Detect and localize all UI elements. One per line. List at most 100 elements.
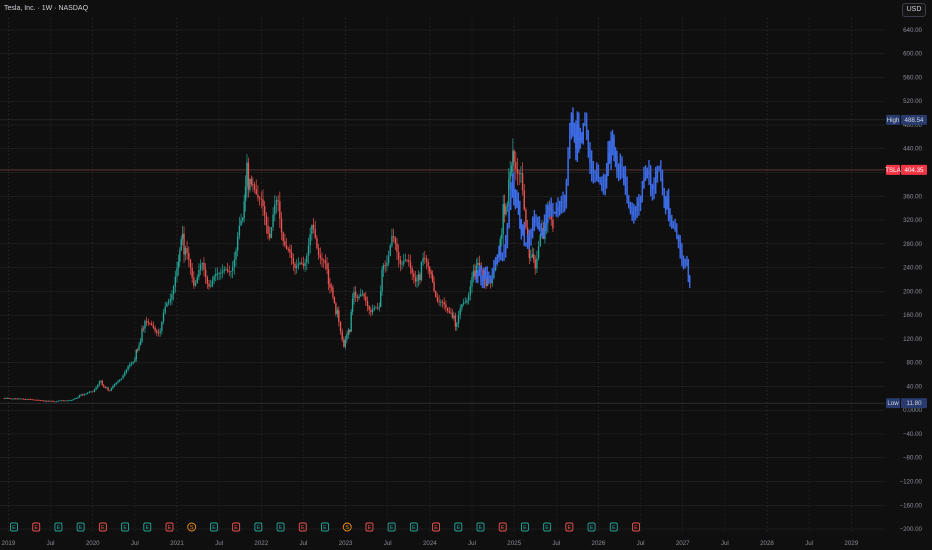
badge-frame xyxy=(121,522,130,532)
earnings-badge[interactable]: E xyxy=(232,522,241,532)
split-badge[interactable]: S xyxy=(342,522,352,532)
candle-body xyxy=(255,189,257,195)
x-tick-label: Jul xyxy=(552,540,560,547)
projection-candle xyxy=(560,202,563,204)
projection-candle xyxy=(516,199,518,201)
earnings-badge[interactable]: E xyxy=(32,522,41,532)
candle-body xyxy=(440,301,442,303)
projection-candle xyxy=(651,184,654,189)
y-tick-label: 80.00 xyxy=(907,360,923,367)
candle-body xyxy=(43,400,45,402)
candle-body xyxy=(471,277,473,287)
projection-candle xyxy=(624,174,627,187)
candle-body xyxy=(534,259,536,269)
candle-body xyxy=(344,339,347,347)
earnings-badge[interactable]: E xyxy=(76,522,85,532)
candle-body xyxy=(275,200,278,205)
earnings-badge[interactable]: E xyxy=(543,522,552,532)
projection-candle xyxy=(661,177,664,189)
price-axis[interactable]: 640.00600.00560.00520.00480.00440.00400.… xyxy=(899,27,922,533)
candle-body xyxy=(181,233,184,239)
projection-candle xyxy=(676,229,678,235)
candle-body xyxy=(420,261,423,280)
earnings-badge[interactable]: E xyxy=(476,522,485,532)
candle-body xyxy=(321,258,323,260)
candle-body xyxy=(44,400,47,402)
projection-candle xyxy=(517,199,520,206)
candle-body xyxy=(269,233,271,238)
candle-body xyxy=(373,308,375,310)
projection-candle xyxy=(535,218,537,221)
projection-candle xyxy=(602,184,605,187)
earnings-badge[interactable]: E xyxy=(209,522,218,532)
candle-body xyxy=(354,291,357,297)
candle-body xyxy=(346,334,348,340)
candle-body xyxy=(314,229,316,239)
earnings-badge[interactable]: E xyxy=(565,522,574,532)
candle-body xyxy=(469,286,472,296)
earnings-badge[interactable]: E xyxy=(121,522,130,532)
x-tick-label: Jul xyxy=(215,540,223,547)
earnings-badge[interactable]: E xyxy=(609,522,618,532)
earnings-badge[interactable]: E xyxy=(254,522,263,532)
last-price-tag: TSLA 404.35 xyxy=(885,164,927,175)
badge-letter: E xyxy=(12,525,16,531)
badge-letter: E xyxy=(279,525,283,531)
earnings-badge[interactable]: E xyxy=(454,522,463,532)
candle-body xyxy=(167,301,170,304)
earnings-badge[interactable]: E xyxy=(143,522,152,532)
earnings-badge[interactable]: E xyxy=(520,522,529,532)
earnings-badge[interactable]: E xyxy=(498,522,507,532)
projection-candle xyxy=(575,133,577,149)
earnings-badge[interactable]: E xyxy=(365,522,374,532)
candle-body xyxy=(29,399,32,400)
earnings-badge[interactable]: E xyxy=(165,522,174,532)
candle-body xyxy=(180,238,182,251)
projection-candle xyxy=(480,267,482,280)
candle-body xyxy=(151,323,153,326)
candle-body xyxy=(530,257,532,259)
candle-body xyxy=(36,399,38,401)
candle-body xyxy=(102,385,105,387)
candle-body xyxy=(536,258,538,269)
badge-frame xyxy=(365,522,374,532)
badge-frame xyxy=(409,522,418,532)
earnings-badge[interactable]: E xyxy=(409,522,418,532)
badge-frame xyxy=(609,522,618,532)
candle-body xyxy=(26,399,28,400)
earnings-badge[interactable]: E xyxy=(321,522,329,532)
candle-body xyxy=(21,398,23,400)
projection-candle xyxy=(677,234,680,242)
earnings-badge[interactable]: E xyxy=(54,522,63,532)
earnings-badge[interactable]: E xyxy=(587,522,596,532)
candle-body xyxy=(482,270,484,277)
x-tick-label: 2019 xyxy=(2,540,16,547)
candle-body xyxy=(78,395,81,398)
earnings-badge[interactable]: E xyxy=(276,522,285,532)
projection-candle xyxy=(684,262,686,264)
currency-button[interactable]: USD xyxy=(902,3,926,17)
candle-body xyxy=(485,282,487,287)
earnings-badge[interactable]: E xyxy=(98,522,107,532)
earnings-badge[interactable]: E xyxy=(432,522,441,532)
badge-frame xyxy=(520,522,529,532)
badge-frame xyxy=(254,522,263,532)
candle-body xyxy=(104,386,106,388)
candle-body xyxy=(136,349,139,351)
earnings-badge[interactable]: E xyxy=(298,522,307,532)
earnings-badge[interactable]: E xyxy=(387,522,396,532)
x-tick-label: Jul xyxy=(637,540,645,547)
projection-candle xyxy=(629,207,632,213)
projection-candle xyxy=(638,203,640,207)
earnings-badge[interactable]: E xyxy=(632,522,640,532)
time-axis[interactable]: 2019 Jul 2020 Jul 2021 Jul 2022 Jul 2023 Jul 2024 J… xyxy=(2,540,859,547)
earnings-badge[interactable]: E xyxy=(10,522,18,532)
x-tick-label: 2022 xyxy=(254,540,268,547)
candle-body xyxy=(223,269,225,272)
candle-body xyxy=(502,203,504,235)
candle-body xyxy=(113,383,116,386)
split-badge[interactable]: S xyxy=(187,522,197,532)
projection-candle xyxy=(594,171,596,173)
projection-candle xyxy=(656,170,659,179)
